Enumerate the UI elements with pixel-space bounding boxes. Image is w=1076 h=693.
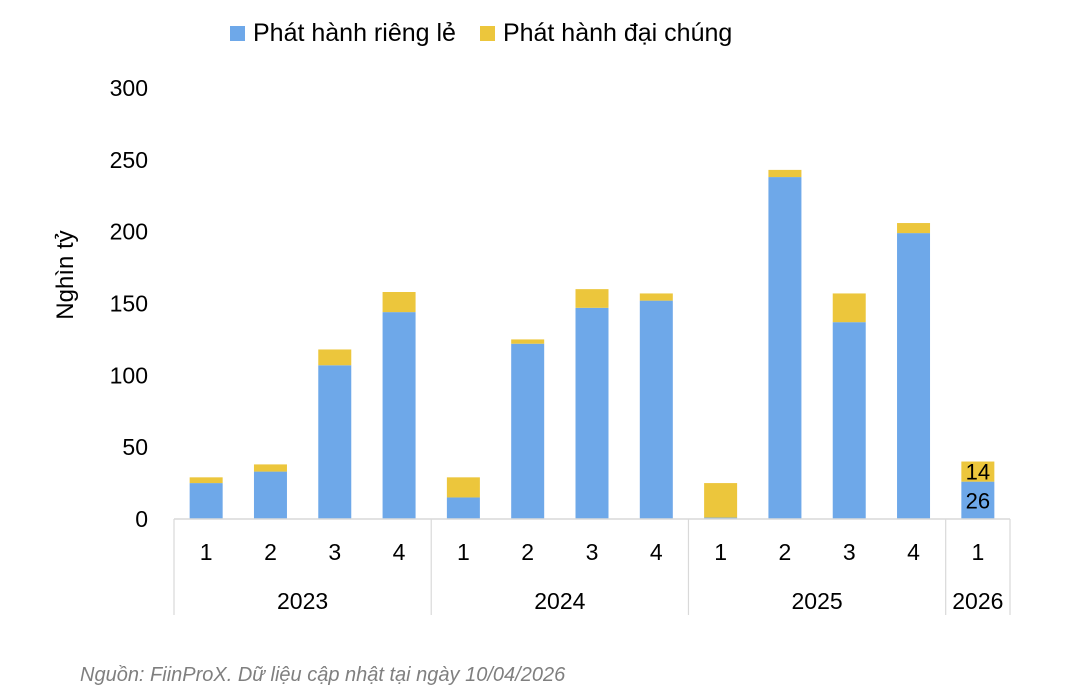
bar-private — [253, 471, 287, 519]
x-tick-label: 2 — [779, 539, 792, 565]
x-tick-label: 2 — [521, 539, 534, 565]
y-tick-label: 200 — [110, 219, 148, 245]
bar-public — [639, 293, 673, 301]
x-tick-label: 1 — [714, 539, 727, 565]
y-tick-label: 150 — [110, 291, 148, 317]
bar-public — [446, 477, 480, 498]
x-group-label: 2023 — [277, 588, 328, 614]
bar-private — [318, 365, 352, 519]
x-tick-label: 1 — [200, 539, 213, 565]
bar-public — [832, 293, 866, 323]
x-group-label: 2024 — [534, 588, 585, 614]
bar-public — [768, 169, 802, 178]
legend-item-private: Phát hành riêng lẻ — [230, 19, 456, 48]
x-tick-label: 1 — [457, 539, 470, 565]
data-label: 26 — [966, 488, 990, 513]
source-note: Nguồn: FiinProX. Dữ liệu cập nhật tại ng… — [80, 664, 566, 686]
x-tick-label: 4 — [907, 539, 920, 565]
legend-swatch-public — [479, 26, 495, 41]
bar-public — [575, 289, 609, 308]
bar-public — [897, 223, 931, 234]
bar-public — [189, 477, 223, 484]
y-tick-label: 50 — [122, 434, 148, 460]
bar-private — [897, 233, 931, 519]
bar-public — [382, 292, 416, 313]
x-tick-label: 3 — [586, 539, 599, 565]
bar-public — [961, 461, 995, 482]
data-label: 14 — [966, 460, 990, 485]
x-group-label: 2026 — [952, 588, 1003, 614]
y-tick-label: 300 — [110, 75, 148, 101]
x-tick-label: 2 — [264, 539, 277, 565]
legend-item-public: Phát hành đại chúng — [479, 19, 733, 48]
x-tick-label: 3 — [328, 539, 341, 565]
bar-private — [446, 497, 480, 519]
x-group-label: 2025 — [791, 588, 842, 614]
bar-private — [639, 300, 673, 519]
legend: Phát hành riêng lẻ Phát hành đại chúng — [230, 19, 756, 48]
x-tick-label: 1 — [971, 539, 984, 565]
bar-private — [189, 483, 223, 519]
legend-label-private: Phát hành riêng lẻ — [253, 19, 456, 47]
bar-private — [961, 481, 995, 519]
bar-private — [832, 322, 866, 519]
bar-private — [511, 343, 545, 519]
x-tick-label: 4 — [393, 539, 406, 565]
bar-public — [704, 483, 738, 518]
legend-label-public: Phát hành đại chúng — [502, 19, 733, 47]
bar-public — [253, 464, 287, 472]
y-tick-label: 100 — [110, 362, 148, 388]
y-tick-label: 250 — [110, 147, 148, 173]
bar-private — [768, 177, 802, 519]
legend-swatch-private — [230, 26, 245, 41]
bar-private — [382, 312, 416, 519]
bar-private — [575, 307, 609, 519]
x-tick-label: 3 — [843, 539, 856, 565]
bar-public — [318, 349, 352, 366]
y-tick-label: 0 — [135, 506, 148, 532]
x-tick-label: 4 — [650, 539, 663, 565]
bar-public — [511, 339, 545, 344]
